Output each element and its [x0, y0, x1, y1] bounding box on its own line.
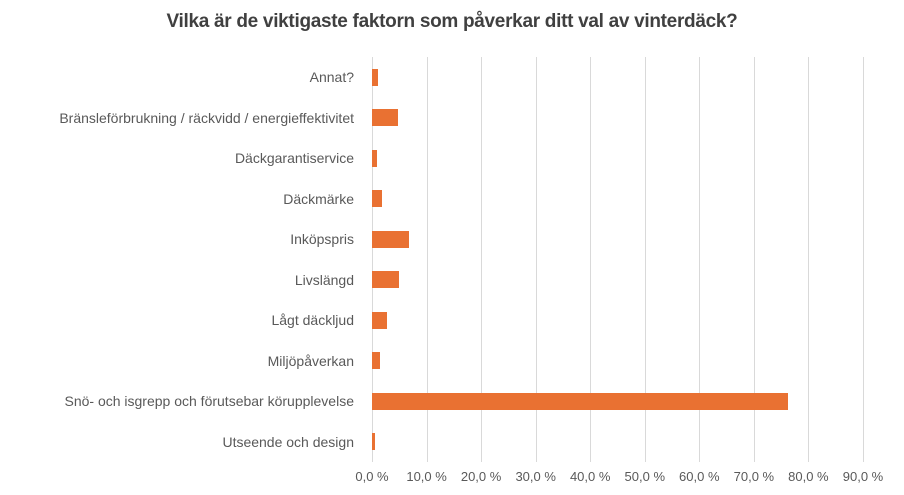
gridline — [753, 57, 755, 462]
bar — [372, 271, 400, 289]
gridline — [644, 57, 646, 462]
category-label: Livslängd — [294, 271, 354, 288]
x-tick-label: 0,0 % — [355, 469, 389, 484]
bar — [372, 392, 788, 410]
gridline — [426, 57, 428, 462]
x-tick-label: 70,0 % — [733, 469, 775, 484]
bar — [372, 311, 387, 329]
bar — [372, 352, 380, 370]
gridline — [481, 57, 483, 462]
gridline — [590, 57, 592, 462]
category-label: Bränsleförbrukning / räckvidd / energief… — [59, 109, 354, 126]
x-tick-label: 50,0 % — [624, 469, 666, 484]
chart-title: Vilka är de viktigaste faktorn som påver… — [166, 11, 738, 32]
category-label: Utseende och design — [222, 433, 354, 450]
bar — [372, 230, 409, 248]
plot-area — [372, 57, 864, 462]
gridline — [699, 57, 701, 462]
category-label: Inköpspris — [290, 231, 354, 248]
gridline — [808, 57, 810, 462]
x-axis-tick-labels: 0,0 % 10,0 % 20,0 % 30,0 % 40,0 % 50,0 % 60,0 … — [0, 469, 904, 489]
category-label: Miljöpåverkan — [267, 352, 354, 369]
x-tick-label: 20,0 % — [460, 469, 502, 484]
x-tick-label: 30,0 % — [515, 469, 556, 484]
bar — [372, 149, 377, 167]
bar — [372, 68, 378, 86]
bar — [372, 433, 375, 451]
x-tick-label: 60,0 % — [679, 469, 720, 484]
category-label: Snö- och isgrepp och förutsebar körupple… — [64, 393, 354, 410]
gridline — [863, 57, 864, 462]
y-axis-category-labels: Annat? Bränsleförbrukning / räckvidd / en… — [0, 57, 362, 462]
category-label: Däckmärke — [283, 190, 354, 207]
x-tick-label: 80,0 % — [788, 469, 829, 484]
category-label: Annat? — [309, 69, 354, 86]
x-tick-label: 90,0 % — [842, 469, 884, 484]
gridline — [535, 57, 537, 462]
x-tick-label: 40,0 % — [569, 469, 611, 484]
gridline — [372, 57, 373, 462]
bar — [372, 190, 383, 208]
x-tick-label: 10,0 % — [406, 469, 447, 484]
category-label: Däckgarantiservice — [234, 150, 354, 167]
category-label: Lågt däckljud — [271, 312, 354, 329]
bar — [372, 109, 399, 127]
